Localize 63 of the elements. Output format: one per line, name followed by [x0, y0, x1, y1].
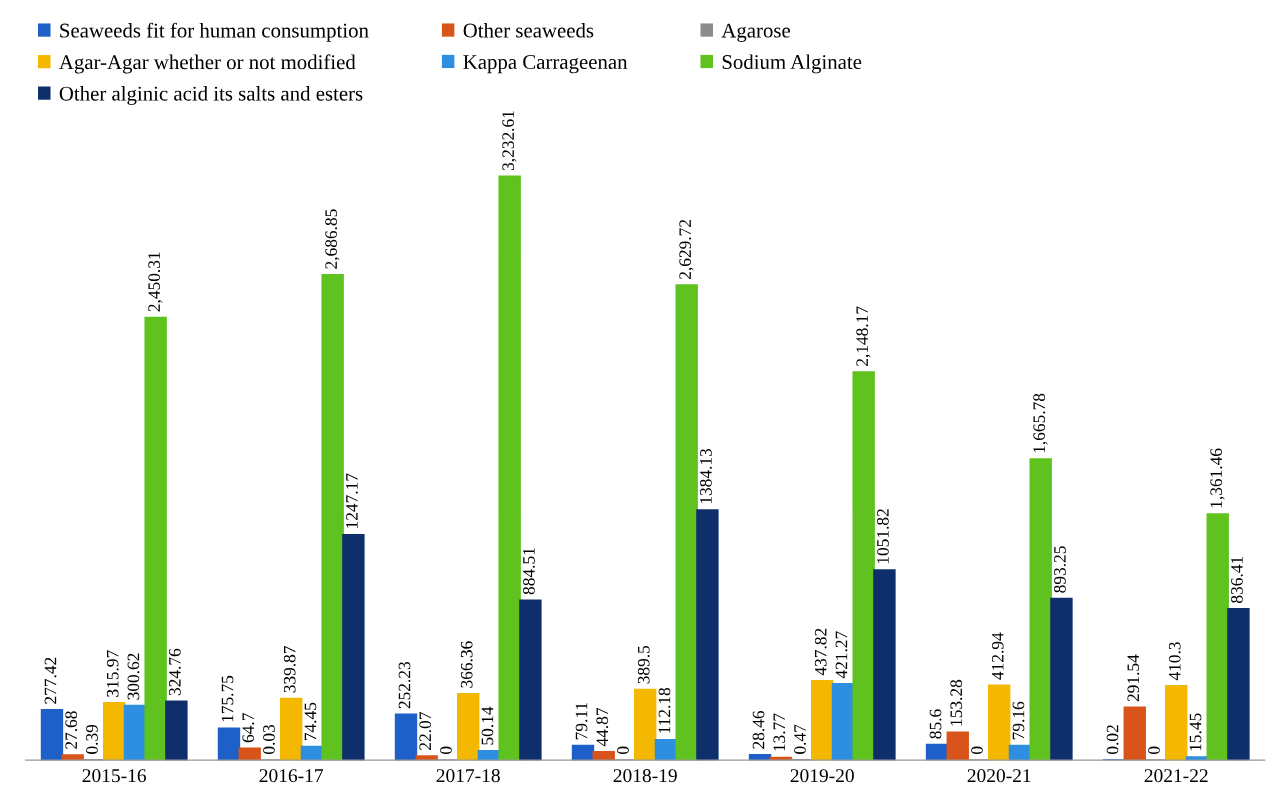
data-label: 153.28: [950, 679, 963, 726]
data-label: 2,629.72: [679, 219, 694, 279]
data-label: 3,232.61: [502, 111, 517, 171]
x-tick-label: 2016-17: [259, 769, 324, 783]
data-label: 64.7: [242, 713, 255, 743]
data-label: 389.5: [637, 645, 650, 684]
data-label: 1247.17: [346, 473, 358, 528]
data-label: 27.68: [65, 711, 78, 749]
data-label: 339.87: [283, 646, 296, 693]
data-label: 2,148.17: [856, 306, 871, 366]
data-label: 15.45: [1189, 713, 1202, 751]
data-label: 291.54: [1127, 654, 1140, 702]
x-tick-label: 2021-22: [1144, 769, 1208, 783]
data-label: 112.18: [658, 687, 671, 733]
legend-label: Other alginic acid its salts and esters: [59, 86, 363, 105]
data-label: 412.94: [991, 632, 1004, 680]
data-label: 1384.13: [700, 448, 712, 504]
legend-label: Other seaweeds: [463, 22, 594, 38]
data-label: 0.02: [1106, 725, 1119, 754]
legend-label: Agarose: [721, 23, 791, 42]
legend-label: Kappa Carrageenan: [463, 55, 628, 74]
data-label: 1,665.78: [1033, 393, 1048, 453]
data-label: 836.41: [1231, 556, 1243, 603]
legend-label: Sodium Alginate: [722, 54, 862, 74]
legend-label: Agar-Agar whether or not modified: [59, 54, 356, 74]
data-label: 74.45: [304, 702, 317, 741]
data-label: 277.42: [44, 657, 57, 704]
data-label: 893.25: [1054, 546, 1066, 593]
x-tick-label: 2019-20: [790, 769, 854, 783]
data-label: 0: [440, 746, 452, 754]
data-label: 44.87: [596, 707, 609, 747]
data-label: 366.36: [460, 641, 473, 688]
data-label: 85.6: [929, 709, 942, 739]
legend-label: Seaweeds fit for human consumption: [60, 22, 369, 42]
x-tick-label: 2015-16: [82, 769, 147, 783]
x-tick-label: 2018-19: [613, 769, 677, 783]
data-label: 50.14: [481, 706, 494, 745]
data-label: 324.76: [169, 648, 181, 696]
data-label: 22.07: [419, 712, 432, 750]
data-label: 0: [1148, 746, 1160, 754]
data-label: 13.77: [773, 713, 786, 751]
data-label: 315.97: [106, 650, 119, 697]
data-label: 0.03: [263, 724, 275, 754]
data-label: 79.16: [1012, 701, 1025, 740]
x-tick-label: 2020-21: [967, 769, 1031, 783]
data-label: 421.27: [835, 631, 848, 679]
data-label: 0: [617, 746, 629, 754]
data-label: 437.82: [814, 628, 827, 676]
data-label: 1051.82: [877, 509, 889, 564]
data-label: 884.51: [523, 548, 535, 595]
data-label: 175.75: [221, 675, 234, 722]
data-label: 1,361.46: [1210, 448, 1225, 508]
data-label: 2,686.85: [325, 209, 340, 269]
data-label: 28.46: [752, 710, 765, 749]
data-label: 79.11: [575, 702, 588, 740]
data-label: 2,450.31: [148, 252, 163, 312]
data-label: 410.3: [1168, 642, 1181, 681]
data-label: 0.47: [794, 724, 806, 754]
data-label: 252.23: [398, 662, 411, 709]
data-label: 0.39: [86, 724, 98, 754]
data-label: 300.62: [127, 653, 140, 700]
data-label: 0: [971, 746, 983, 754]
x-tick-label: 2017-18: [436, 769, 500, 783]
